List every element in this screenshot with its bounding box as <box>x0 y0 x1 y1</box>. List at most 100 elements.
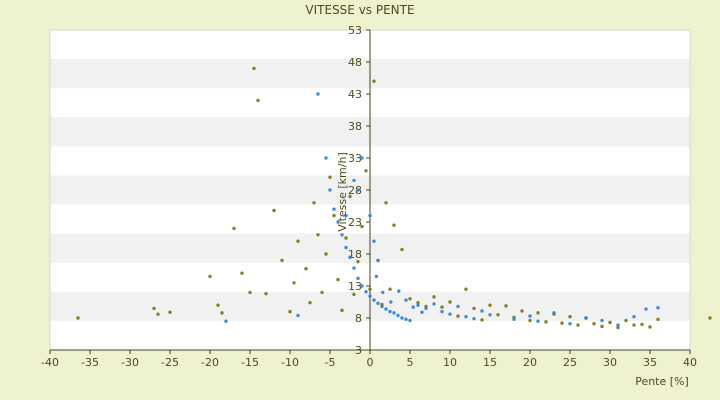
scatter-point-green <box>168 310 172 314</box>
scatter-point-blue <box>360 156 364 160</box>
scatter-point-green <box>400 247 404 252</box>
scatter-point-green <box>288 309 292 314</box>
scatter-point-green <box>316 233 320 237</box>
x-tick-label: -25 <box>161 356 179 369</box>
scatter-point-green <box>568 315 572 319</box>
scatter-point-blue <box>368 213 372 218</box>
x-tick-label: 15 <box>483 356 497 369</box>
scatter-point-green <box>504 304 508 308</box>
scatter-point-blue <box>416 303 420 307</box>
scatter-point-green <box>576 323 580 327</box>
scatter-point-green <box>360 224 364 229</box>
scatter-point-blue <box>408 318 412 323</box>
scatter-point-green <box>528 318 532 323</box>
y-axis-title: Vitesse [km/h] <box>336 152 349 232</box>
scatter-point-green <box>208 274 212 279</box>
scatter-point-green <box>280 258 284 263</box>
scatter-point-blue <box>464 315 468 319</box>
scatter-point-green <box>156 312 160 316</box>
scatter-point-blue <box>536 319 540 323</box>
scatter-point-green <box>496 313 500 317</box>
scatter-point-green <box>544 320 548 324</box>
scatter-point-blue <box>616 323 620 327</box>
x-tick-label: 10 <box>443 356 457 369</box>
scatter-point-blue <box>364 290 368 294</box>
y-tick-label: 18 <box>348 248 362 261</box>
scatter-point-green <box>332 213 336 218</box>
scatter-point-green <box>76 316 80 320</box>
scatter-point-blue <box>456 304 460 309</box>
scatter-point-green <box>384 201 388 205</box>
scatter-point-blue <box>348 255 352 259</box>
y-tick-label: 43 <box>348 88 362 101</box>
scatter-point-blue <box>376 301 380 305</box>
x-tick-label: -35 <box>81 356 99 369</box>
scatter-point-blue <box>388 309 392 314</box>
scatter-point-green <box>632 323 636 327</box>
scatter-point-blue <box>411 305 415 309</box>
scatter-point-blue <box>404 298 408 302</box>
y-tick-label: 23 <box>348 216 362 229</box>
scatter-point-blue <box>316 92 320 96</box>
scatter-point-green <box>296 239 300 243</box>
scatter-point-green <box>368 287 372 291</box>
scatter-point-blue <box>424 306 428 311</box>
scatter-point-blue <box>376 258 380 263</box>
scatter-point-blue <box>356 276 360 281</box>
scatter-point-blue <box>440 309 444 314</box>
scatter-point-green <box>640 322 644 327</box>
scatter-point-green <box>464 287 468 291</box>
x-tick-label: -20 <box>201 356 219 369</box>
scatter-point-blue <box>372 298 376 302</box>
scatter-point-green <box>416 300 420 305</box>
scatter-point-green <box>456 314 460 318</box>
x-tick-label: 30 <box>603 356 617 369</box>
x-tick-label: 20 <box>523 356 537 369</box>
scatter-point-blue <box>480 309 484 313</box>
scatter-point-green <box>312 201 316 205</box>
scatter-point-green <box>304 267 308 271</box>
scatter-point-blue <box>340 233 344 237</box>
scatter-point-green <box>336 277 340 282</box>
scatter-point-blue <box>552 311 556 315</box>
y-tick-label: 53 <box>348 24 362 37</box>
scatter-point-green <box>352 292 356 297</box>
scatter-point-green <box>592 322 596 326</box>
scatter-point-blue <box>528 314 532 318</box>
scatter-point-blue <box>389 300 393 304</box>
x-tick-label: -40 <box>41 356 59 369</box>
scatter-point-green <box>220 311 224 315</box>
scatter-point-green <box>708 316 712 320</box>
scatter-point-green <box>324 252 328 256</box>
scatter-point-green <box>292 281 296 285</box>
scatter-point-green <box>240 271 244 275</box>
scatter-point-green <box>372 79 376 83</box>
scatter-point-green <box>520 309 524 313</box>
x-tick-label: 35 <box>643 356 657 369</box>
scatter-point-blue <box>328 188 332 192</box>
y-tick-label: 13 <box>348 280 362 293</box>
scatter-point-green <box>656 317 660 321</box>
scatter-point-green <box>392 223 396 227</box>
scatter-point-green <box>440 305 444 309</box>
scatter-point-green <box>536 311 540 315</box>
y-tick-label: 38 <box>348 120 362 133</box>
scatter-point-green <box>624 318 628 323</box>
scatter-point-blue <box>488 313 492 317</box>
scatter-point-blue <box>344 213 348 218</box>
scatter-point-green <box>348 194 352 199</box>
scatter-point-blue <box>400 316 404 320</box>
scatter-point-blue <box>296 313 300 318</box>
scatter-point-green <box>480 318 484 322</box>
scatter-point-green <box>364 169 368 173</box>
scatter-point-blue <box>336 220 340 224</box>
x-axis-title: Pente [%] <box>635 375 689 388</box>
x-tick-label: -5 <box>325 356 336 369</box>
y-tick-label: 8 <box>355 312 362 325</box>
scatter-point-blue <box>404 317 408 321</box>
y-tick-label: 48 <box>348 56 362 69</box>
scatter-point-green <box>388 287 392 291</box>
scatter-point-blue <box>600 318 604 323</box>
x-tick-label: -30 <box>121 356 139 369</box>
scatter-point-blue <box>352 266 356 270</box>
